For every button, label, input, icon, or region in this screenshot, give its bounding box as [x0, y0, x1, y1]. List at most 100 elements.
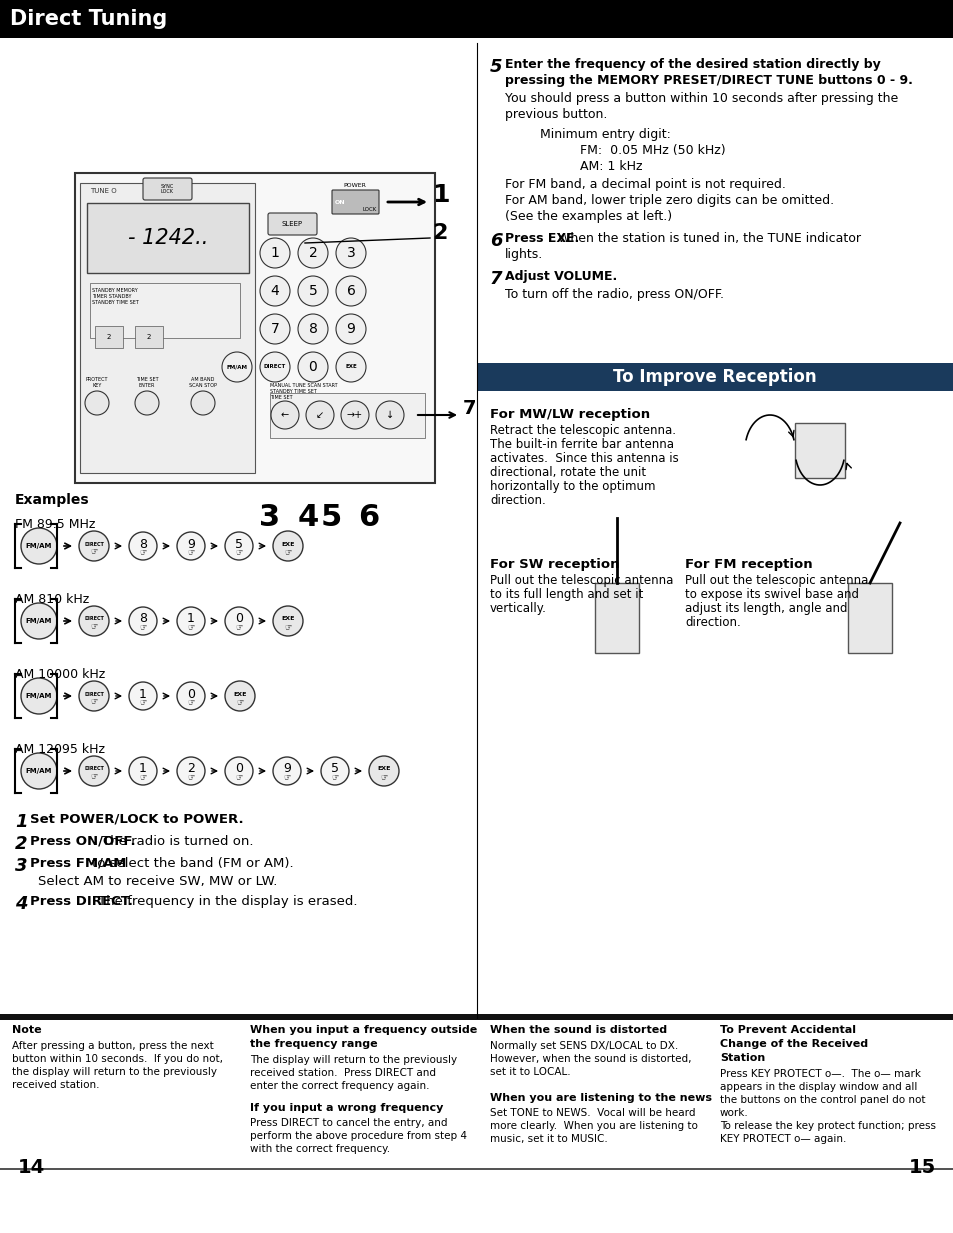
Circle shape	[225, 607, 253, 635]
Text: the buttons on the control panel do not: the buttons on the control panel do not	[720, 1095, 924, 1105]
Text: EXE: EXE	[345, 365, 356, 370]
Circle shape	[260, 351, 290, 382]
Circle shape	[85, 391, 109, 416]
Circle shape	[335, 351, 366, 382]
Circle shape	[335, 238, 366, 268]
Text: to its full length and set it: to its full length and set it	[490, 588, 642, 600]
Circle shape	[225, 757, 253, 785]
Text: For AM band, lower triple zero digits can be omitted.: For AM band, lower triple zero digits ca…	[504, 194, 833, 207]
Text: AM 10000 kHz: AM 10000 kHz	[15, 668, 105, 681]
Circle shape	[273, 531, 303, 561]
Text: ☞: ☞	[187, 549, 194, 557]
Text: LOCK: LOCK	[362, 207, 376, 212]
Text: ☞: ☞	[187, 624, 194, 633]
Circle shape	[320, 757, 349, 785]
Text: 0: 0	[187, 688, 194, 700]
Bar	[270, 393, 424, 438]
Text: AM 12095 kHz: AM 12095 kHz	[15, 743, 105, 756]
Text: to select the band (FM or AM).: to select the band (FM or AM).	[91, 857, 294, 870]
Text: pressing the MEMORY PRESET/DIRECT TUNE buttons 0 - 9.: pressing the MEMORY PRESET/DIRECT TUNE b…	[504, 74, 912, 88]
Circle shape	[129, 531, 157, 560]
Text: FM/AM: FM/AM	[26, 543, 52, 549]
Circle shape	[340, 401, 369, 429]
FancyBboxPatch shape	[332, 190, 378, 215]
Text: 4: 4	[15, 895, 28, 912]
Text: EXE: EXE	[281, 616, 294, 621]
Circle shape	[260, 314, 290, 344]
Circle shape	[135, 391, 159, 416]
Bar	[0, 0, 953, 38]
Circle shape	[177, 682, 205, 710]
Bar	[0, 1168, 953, 1170]
Text: Select AM to receive SW, MW or LW.: Select AM to receive SW, MW or LW.	[38, 875, 277, 888]
Text: ☞: ☞	[91, 698, 97, 707]
Text: 7: 7	[271, 322, 279, 337]
Circle shape	[335, 276, 366, 306]
Text: ↓: ↓	[386, 411, 394, 420]
Text: 15: 15	[908, 1158, 935, 1178]
Circle shape	[273, 757, 301, 785]
Text: perform the above procedure from step 4: perform the above procedure from step 4	[250, 1131, 467, 1141]
Text: activates.  Since this antenna is: activates. Since this antenna is	[490, 453, 678, 465]
Text: adjust its length, angle and: adjust its length, angle and	[684, 602, 846, 615]
Text: more clearly.  When you are listening to: more clearly. When you are listening to	[490, 1121, 698, 1131]
Text: You should press a button within 10 seconds after pressing the: You should press a button within 10 seco…	[504, 92, 898, 105]
Text: 14: 14	[18, 1158, 45, 1178]
Text: When you are listening to the news: When you are listening to the news	[490, 1092, 711, 1104]
Text: Press ON/OFF.: Press ON/OFF.	[30, 835, 145, 848]
Text: 1: 1	[15, 813, 28, 831]
Text: The display will return to the previously: The display will return to the previousl…	[250, 1055, 456, 1065]
Text: 2: 2	[15, 835, 28, 853]
Text: ☞: ☞	[235, 549, 242, 557]
Text: Retract the telescopic antenna.: Retract the telescopic antenna.	[490, 424, 676, 436]
Text: However, when the sound is distorted,: However, when the sound is distorted,	[490, 1054, 691, 1064]
Circle shape	[306, 401, 334, 429]
Circle shape	[260, 238, 290, 268]
Bar	[595, 583, 639, 653]
Text: 8: 8	[308, 322, 317, 337]
Text: Change of the Received: Change of the Received	[720, 1039, 867, 1049]
Text: 2: 2	[147, 334, 151, 340]
Text: ☞: ☞	[139, 773, 147, 783]
Text: 1: 1	[139, 688, 147, 700]
Text: For MW/LW reception: For MW/LW reception	[490, 408, 649, 420]
Text: EXE: EXE	[233, 692, 247, 697]
Text: 1: 1	[187, 613, 194, 625]
Text: Note: Note	[12, 1025, 42, 1034]
Text: Normally set SENS DX/LOCAL to DX.: Normally set SENS DX/LOCAL to DX.	[490, 1041, 678, 1051]
Text: ☞: ☞	[187, 773, 194, 783]
Bar	[75, 173, 435, 483]
Text: ☞: ☞	[139, 699, 147, 708]
Text: directional, rotate the unit: directional, rotate the unit	[490, 466, 645, 478]
FancyBboxPatch shape	[143, 178, 192, 200]
Text: For SW reception: For SW reception	[490, 559, 618, 571]
Text: 0: 0	[309, 360, 317, 374]
Text: The frequency in the display is erased.: The frequency in the display is erased.	[98, 895, 357, 907]
Text: To release the key protect function; press: To release the key protect function; pre…	[720, 1121, 935, 1131]
Circle shape	[297, 351, 328, 382]
Circle shape	[129, 607, 157, 635]
Text: KEY: KEY	[92, 383, 102, 388]
Text: Set POWER/LOCK to POWER.: Set POWER/LOCK to POWER.	[30, 813, 243, 826]
Text: to expose its swivel base and: to expose its swivel base and	[684, 588, 858, 600]
Circle shape	[79, 681, 109, 711]
Text: POWER: POWER	[343, 182, 366, 187]
Circle shape	[297, 238, 328, 268]
Text: Station: Station	[720, 1053, 764, 1063]
Text: PROTECT: PROTECT	[86, 377, 108, 382]
Circle shape	[177, 531, 205, 560]
Circle shape	[335, 314, 366, 344]
Text: ☞: ☞	[284, 624, 292, 633]
Text: ☞: ☞	[283, 773, 291, 783]
Text: For FM band, a decimal point is not required.: For FM band, a decimal point is not requ…	[504, 178, 785, 191]
Text: ☞: ☞	[91, 623, 97, 631]
Text: AM: 1 kHz: AM: 1 kHz	[579, 160, 641, 173]
Text: 9: 9	[187, 538, 194, 550]
Text: 5: 5	[490, 58, 502, 76]
Text: - 1242..: - 1242..	[128, 228, 208, 248]
Text: AM 810 kHz: AM 810 kHz	[15, 593, 90, 605]
Text: ☞: ☞	[380, 773, 387, 783]
Text: 3: 3	[346, 247, 355, 260]
Text: ☞: ☞	[187, 699, 194, 708]
Text: previous button.: previous button.	[504, 109, 607, 121]
